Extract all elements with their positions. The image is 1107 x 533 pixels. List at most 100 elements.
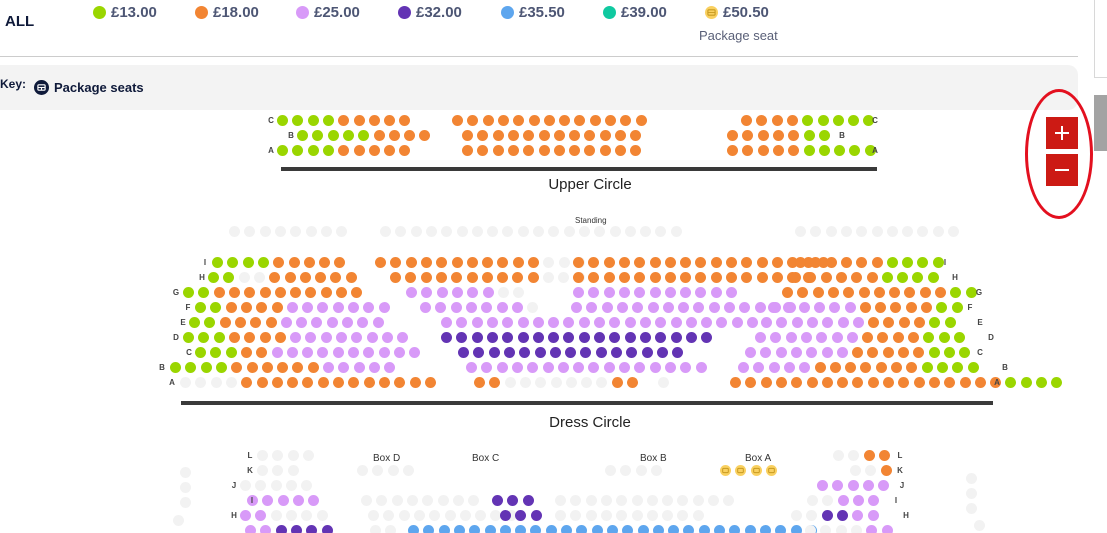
seat-available[interactable] bbox=[580, 347, 592, 358]
seat-available[interactable] bbox=[408, 525, 419, 533]
seat-available[interactable] bbox=[844, 302, 856, 313]
seat-available[interactable] bbox=[622, 525, 634, 533]
seat-available[interactable] bbox=[381, 332, 393, 343]
seat-available[interactable] bbox=[390, 272, 401, 283]
seat-available[interactable] bbox=[929, 317, 941, 328]
seat-available[interactable] bbox=[404, 130, 416, 141]
seat-available[interactable] bbox=[730, 377, 741, 388]
seat-available[interactable] bbox=[856, 257, 868, 268]
seat-available[interactable] bbox=[528, 257, 539, 268]
seat-available[interactable] bbox=[488, 347, 500, 358]
seat-available[interactable] bbox=[639, 317, 651, 328]
seat-available[interactable] bbox=[619, 362, 630, 373]
seat-available[interactable] bbox=[594, 317, 605, 328]
price-filter-3550[interactable]: £35.50 bbox=[501, 4, 565, 21]
seat-available[interactable] bbox=[319, 257, 331, 268]
seat-available[interactable] bbox=[716, 317, 728, 328]
seat-available[interactable] bbox=[655, 332, 667, 343]
seat-available[interactable] bbox=[756, 272, 768, 283]
seat-available[interactable] bbox=[256, 377, 268, 388]
seat-available[interactable] bbox=[1051, 377, 1063, 388]
seat-available[interactable] bbox=[469, 525, 481, 533]
seat-available[interactable] bbox=[183, 287, 194, 298]
seat-available[interactable] bbox=[1005, 377, 1017, 388]
seat-available[interactable] bbox=[790, 347, 802, 358]
seat-available[interactable] bbox=[837, 377, 849, 388]
seat-available[interactable] bbox=[852, 377, 864, 388]
seat-available[interactable] bbox=[333, 377, 344, 388]
seat-available[interactable] bbox=[462, 130, 473, 141]
seat-available[interactable] bbox=[827, 287, 839, 298]
seat-available[interactable] bbox=[388, 130, 400, 141]
seat-available[interactable] bbox=[250, 317, 262, 328]
seat-available[interactable] bbox=[527, 272, 539, 283]
seat-available[interactable] bbox=[456, 317, 468, 328]
seat-available[interactable] bbox=[515, 510, 527, 521]
seat-available[interactable] bbox=[741, 257, 753, 268]
seat-available[interactable] bbox=[538, 130, 550, 141]
seat-available[interactable] bbox=[772, 130, 784, 141]
seat-available[interactable] bbox=[336, 287, 347, 298]
seat-available[interactable] bbox=[584, 130, 596, 141]
seat-available[interactable] bbox=[502, 317, 514, 328]
seat-available[interactable] bbox=[810, 257, 822, 268]
seat-available[interactable] bbox=[212, 257, 223, 268]
seat-available[interactable] bbox=[848, 115, 860, 126]
seat-available[interactable] bbox=[342, 317, 353, 328]
seat-available[interactable] bbox=[802, 115, 814, 126]
seat-available[interactable] bbox=[862, 332, 874, 343]
seat-available[interactable] bbox=[771, 115, 783, 126]
seat-available[interactable] bbox=[849, 145, 861, 156]
seat-available[interactable] bbox=[818, 130, 830, 141]
seat-available[interactable] bbox=[274, 332, 286, 343]
seat-available[interactable] bbox=[936, 302, 948, 313]
seat-available[interactable] bbox=[482, 115, 494, 126]
seat-available[interactable] bbox=[866, 272, 878, 283]
price-filter-1800[interactable]: £18.00 bbox=[195, 4, 259, 21]
seat-available[interactable] bbox=[836, 347, 848, 358]
seat-available[interactable] bbox=[852, 347, 864, 358]
seat-available[interactable] bbox=[240, 302, 252, 313]
seat-available[interactable] bbox=[225, 347, 237, 358]
seat-available[interactable] bbox=[615, 130, 626, 141]
seat-available[interactable] bbox=[1036, 377, 1047, 388]
seat-available[interactable] bbox=[897, 272, 909, 283]
seat-available[interactable] bbox=[227, 257, 239, 268]
seat-available[interactable] bbox=[867, 377, 879, 388]
seat-available[interactable] bbox=[905, 302, 917, 313]
seat-available[interactable] bbox=[265, 317, 277, 328]
seat-available[interactable] bbox=[662, 302, 674, 313]
seat-available[interactable] bbox=[775, 525, 787, 533]
seat-available[interactable] bbox=[1020, 377, 1032, 388]
seat-available[interactable] bbox=[680, 272, 692, 283]
package-seat[interactable] bbox=[750, 465, 762, 476]
seat-available[interactable] bbox=[223, 272, 235, 283]
seat-available[interactable] bbox=[320, 332, 332, 343]
seat-available[interactable] bbox=[405, 257, 417, 268]
seat-available[interactable] bbox=[742, 130, 754, 141]
zoom-out-button[interactable] bbox=[1046, 154, 1078, 186]
seat-available[interactable] bbox=[883, 317, 895, 328]
seat-available[interactable] bbox=[246, 362, 258, 373]
seat-available[interactable] bbox=[698, 525, 710, 533]
seat-available[interactable] bbox=[618, 257, 630, 268]
seat-available[interactable] bbox=[530, 525, 542, 533]
seat-available[interactable] bbox=[913, 377, 925, 388]
seat-available[interactable] bbox=[368, 362, 380, 373]
seat-available[interactable] bbox=[368, 145, 380, 156]
seat-available[interactable] bbox=[599, 130, 611, 141]
seat-available[interactable] bbox=[878, 480, 890, 491]
seat-available[interactable] bbox=[292, 115, 304, 126]
seat-available[interactable] bbox=[928, 347, 940, 358]
seat-available[interactable] bbox=[317, 377, 329, 388]
seat-available[interactable] bbox=[817, 257, 829, 268]
seat-available[interactable] bbox=[609, 332, 621, 343]
seat-available[interactable] bbox=[875, 302, 887, 313]
seat-available[interactable] bbox=[761, 317, 772, 328]
seat-available[interactable] bbox=[693, 302, 705, 313]
seat-available[interactable] bbox=[845, 362, 857, 373]
seat-available[interactable] bbox=[378, 302, 390, 313]
seat-available[interactable] bbox=[373, 130, 385, 141]
seat-available[interactable] bbox=[390, 257, 402, 268]
seat-available[interactable] bbox=[832, 480, 844, 491]
